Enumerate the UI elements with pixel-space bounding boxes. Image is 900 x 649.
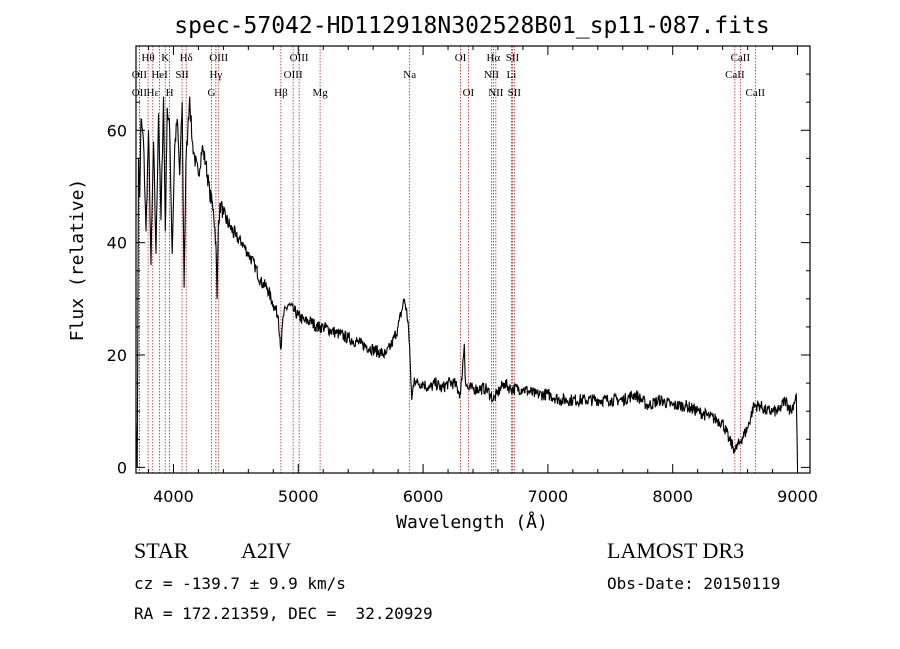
y-axis: 0 20 40 60: [107, 73, 810, 477]
line-marker-label: Mg: [312, 87, 328, 99]
x-tick-label: 4000: [153, 487, 194, 506]
y-tick-label: 0: [117, 458, 127, 477]
x-tick-label: 6000: [403, 487, 444, 506]
line-marker-label: CaII: [746, 87, 766, 99]
line-marker-label: OII: [132, 69, 148, 81]
line-marker-label: OIII: [284, 69, 303, 81]
x-tick-label: 8000: [652, 487, 693, 506]
line-marker-label: Hβ: [274, 87, 288, 99]
line-marker-label: H: [166, 87, 174, 99]
line-marker-label: CaII: [725, 69, 745, 81]
line-marker-label: CaII: [731, 52, 751, 64]
y-tick-label: 60: [107, 121, 127, 140]
survey-name: LAMOST DR3: [607, 538, 745, 563]
line-marker-label: Hθ: [141, 52, 154, 64]
line-marker-label: SII: [508, 87, 522, 99]
line-marker-label: SII: [175, 69, 189, 81]
x-tick-label: 9000: [777, 487, 818, 506]
velocity-text: cz = -139.7 ± 9.9 km/s: [134, 574, 346, 593]
line-marker-label: SII: [506, 52, 520, 64]
line-marker-label: Hδ: [180, 52, 193, 64]
line-marker-label: Na: [403, 69, 416, 81]
object-class: STAR: [134, 538, 189, 563]
line-marker-label: OI: [455, 52, 467, 64]
object-subclass: A2IV: [241, 538, 292, 563]
line-marker-label: Li: [507, 69, 517, 81]
line-marker-label: OIII: [290, 52, 309, 64]
y-tick-label: 40: [107, 234, 127, 253]
line-marker-label: HeI: [151, 69, 168, 81]
line-marker-label: OIII: [209, 52, 228, 64]
line-marker-label: Hγ: [209, 69, 222, 81]
chart-title: spec-57042-HD112918N302528B01_sp11-087.f…: [174, 13, 769, 39]
line-marker-label: Hε: [147, 87, 160, 99]
x-axis-label: Wavelength (Å): [396, 511, 548, 533]
line-marker-label: Hα: [486, 52, 500, 64]
x-tick-label: 5000: [278, 487, 319, 506]
line-marker-label: NII: [488, 87, 504, 99]
line-marker-label: K: [161, 52, 169, 64]
y-axis-label: Flux (relative): [67, 179, 88, 342]
line-markers: [138, 46, 756, 473]
line-marker-label: OI: [463, 87, 475, 99]
spectrum-line: [135, 96, 799, 468]
line-marker-label: G: [208, 87, 216, 99]
x-axis: 4000 5000 6000 7000 8000 9000: [147, 46, 818, 506]
obs-date: Obs-Date: 20150119: [607, 574, 781, 593]
plot-frame: [135, 45, 811, 474]
line-marker-label: OII: [132, 87, 148, 99]
line-marker-label: NII: [484, 69, 500, 81]
y-tick-label: 20: [107, 346, 127, 365]
x-tick-label: 7000: [528, 487, 569, 506]
coordinates-text: RA = 172.21359, DEC = 32.20929: [134, 604, 433, 623]
